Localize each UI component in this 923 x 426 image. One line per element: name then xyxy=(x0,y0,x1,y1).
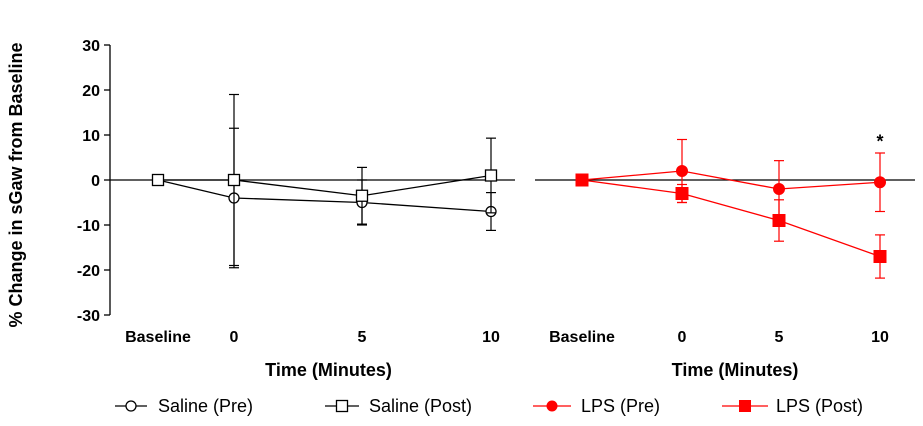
x-tick-label: 5 xyxy=(358,329,367,346)
x-tick-label: 10 xyxy=(871,329,889,346)
legend: Saline (Pre) Saline (Post) LPS (Pre) LPS (P… xyxy=(115,396,863,416)
series-line xyxy=(157,179,492,213)
panel-1: -30 -20 -10 0 10 20 30 Baseline 0 5 10 Time (Minute… xyxy=(77,38,515,380)
x-tick-label: 5 xyxy=(775,329,784,346)
data-point xyxy=(575,173,589,187)
x-tick-label: Baseline xyxy=(549,329,615,346)
y-tick-label: 20 xyxy=(82,83,100,100)
y-tick-label: 30 xyxy=(82,38,100,55)
x-tick-label: 0 xyxy=(678,329,687,346)
legend-marker xyxy=(125,400,137,412)
y-tick-label: 0 xyxy=(91,173,100,190)
y-tick-label: -30 xyxy=(77,308,100,325)
series-line xyxy=(581,179,881,258)
data-point xyxy=(874,176,886,189)
x-tick-label: 0 xyxy=(230,329,239,346)
legend-marker xyxy=(739,400,751,412)
series-line xyxy=(158,174,492,197)
legend-label: Saline (Post) xyxy=(369,396,472,416)
significance-asterisk: * xyxy=(876,132,883,152)
x-tick-label: 10 xyxy=(482,329,500,346)
legend-label: LPS (Pre) xyxy=(581,396,660,416)
legend-marker xyxy=(546,400,558,412)
data-point xyxy=(773,183,785,195)
y-tick-label: 10 xyxy=(82,128,100,145)
legend-marker xyxy=(335,399,349,413)
x-axis-title: Time (Minutes) xyxy=(672,360,799,380)
legend-label: LPS (Post) xyxy=(776,396,863,416)
panel-2: Baseline 0 5 10 Time (Minutes) * xyxy=(535,132,915,380)
legend-label: Saline (Pre) xyxy=(158,396,253,416)
data-point xyxy=(227,173,241,187)
data-point xyxy=(676,165,688,177)
data-point xyxy=(772,214,786,227)
y-tick-label: -20 xyxy=(77,263,100,280)
data-point xyxy=(484,169,498,182)
data-point xyxy=(873,250,887,263)
y-tick-label: -10 xyxy=(77,218,100,235)
data-point xyxy=(355,189,369,202)
data-point xyxy=(151,173,165,187)
y-axis-title: % Change in sGaw from Baseline xyxy=(6,42,26,327)
series-line xyxy=(581,170,881,190)
x-axis-title: Time (Minutes) xyxy=(265,360,392,380)
data-point xyxy=(675,187,689,200)
x-tick-label: Baseline xyxy=(125,329,191,346)
